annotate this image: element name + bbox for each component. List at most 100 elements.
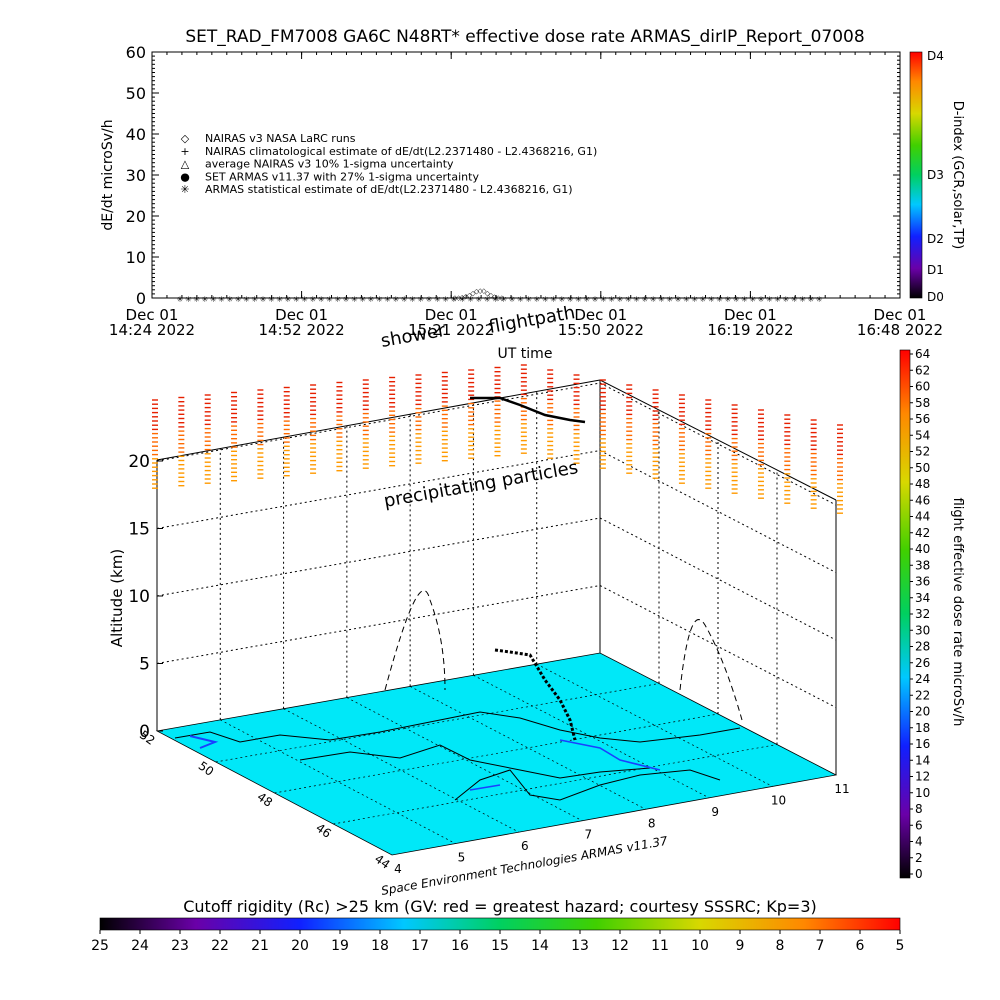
top-series: ✳ ✳ ✳ ✳ ✳ ✳ ✳ ✳ ✳ ✳ ✳ ✳ ✳ ✳ ✳ ✳ ✳ ✳ ✳ ✳ ✳ ✳ ✳ ✳ ✳ ✳ ✳ ✳ ✳ ✳ ✳ ✳ ✳ ✳ ✳ ✳ ✳ ✳ ✳ ✳…: [177, 287, 823, 304]
z-tick-label: 5: [139, 655, 150, 675]
rigidity-tick-label: 10: [691, 938, 709, 954]
rigidity-tick-label: 17: [411, 938, 429, 954]
dose-tick-label: 16: [915, 737, 930, 751]
x-tick-date: Dec 01: [724, 306, 777, 324]
rigidity-tick-label: 7: [816, 938, 825, 954]
armas-stat-point: ✳: [509, 295, 516, 304]
dose-colorbar: 6462605856545250484644424038363432302826…: [899, 347, 965, 881]
x-tick-date: Dec 01: [574, 306, 627, 324]
armas-stat-point: ✳: [542, 295, 549, 304]
z-tick-label: 15: [128, 520, 150, 540]
armas-stat-point: ✳: [492, 295, 499, 304]
armas-stat-point: ✳: [226, 295, 233, 304]
armas-stat-point: ✳: [318, 295, 325, 304]
nairas-point: ◇: [496, 294, 502, 302]
nairas-point: ◇: [499, 294, 505, 302]
z-tick-label: 0: [139, 722, 150, 742]
armas-stat-point: ✳: [475, 295, 482, 304]
dose-tick-label: 10: [915, 786, 930, 800]
y-tick-label: 10: [126, 248, 146, 267]
y-tick-label: 60: [126, 43, 146, 62]
legend-symbol: ✳: [180, 183, 189, 196]
armas-stat-point: ✳: [351, 295, 358, 304]
longitude-tick-label: 7: [584, 828, 592, 842]
armas-stat-point: ✳: [202, 295, 209, 304]
armas-stat-point: ✳: [243, 295, 250, 304]
armas-stat-point: ✳: [301, 295, 308, 304]
dose-tick-label: 22: [915, 688, 930, 702]
latitude-tick-label: 46: [313, 821, 334, 841]
legend-symbol: ●: [180, 170, 190, 183]
dose-colorbar-label: flight effective dose rate microSv/h: [950, 498, 965, 727]
armas-stat-point: ✳: [251, 295, 258, 304]
armas-stat-point: ✳: [268, 295, 275, 304]
rigidity-tick-label: 18: [371, 938, 389, 954]
armas-stat-point: ✳: [733, 295, 740, 304]
flight-path-low: [494, 648, 577, 741]
nairas-point: ◇: [470, 290, 476, 298]
rigidity-tick-label: 23: [171, 938, 189, 954]
armas-stat-point: ✳: [816, 295, 823, 304]
armas-stat-point: ✳: [260, 295, 267, 304]
dose-tick-label: 42: [915, 526, 930, 540]
armas-stat-point: ✳: [641, 295, 648, 304]
wall-top-edge: [156, 379, 601, 461]
nairas-point: ◇: [481, 287, 487, 295]
rigidity-tick-label: 13: [571, 938, 589, 954]
x-tick-time: 16:48 2022: [857, 321, 943, 339]
dose-tick-label: 52: [915, 445, 930, 459]
armas-stat-point: ✳: [799, 295, 806, 304]
top-y-axis-label: dE/dt microSv/h: [100, 119, 116, 230]
rigidity-ticks: 25 24 23 22 21 20 19 18 17 16 15 14 13 12 11 10 9 8 7 6 5: [91, 930, 904, 954]
dindex-tick-label: D1: [927, 263, 944, 277]
y-tick-label: 40: [126, 125, 146, 144]
armas-stat-point: ✳: [724, 295, 731, 304]
rigidity-tick-label: 5: [896, 938, 905, 954]
dose-ticks: 6462605856545250484644424038363432302826…: [910, 347, 930, 881]
armas-stat-point: ✳: [633, 295, 640, 304]
dose-gradient: [899, 349, 911, 879]
dose-tick-label: 60: [915, 380, 930, 394]
nairas-point: ◇: [492, 293, 498, 301]
dose-tick-label: 44: [915, 510, 930, 524]
armas-stat-point: ✳: [434, 295, 441, 304]
armas-stat-point: ✳: [567, 295, 574, 304]
armas-stat-point: ✳: [658, 295, 665, 304]
rigidity-tick-label: 12: [611, 938, 629, 954]
armas-stat-point: ✳: [309, 295, 316, 304]
armas-stat-point: ✳: [617, 295, 624, 304]
x-tick-time: 15:50 2022: [558, 321, 644, 339]
dose-tick-label: 14: [915, 753, 930, 767]
dindex-label: D-index (GCR,solar,TP): [950, 101, 965, 249]
armas-stat-point: ✳: [666, 295, 673, 304]
altitude-axis-label: Altitude (km): [108, 549, 126, 647]
altitude-3d-panel: shower flightpath precipitating particle…: [108, 302, 850, 898]
rigidity-tick-label: 16: [451, 938, 469, 954]
floor-grid-line: [215, 683, 660, 763]
dose-tick-label: 40: [915, 542, 930, 556]
rigidity-tick-label: 14: [531, 938, 549, 954]
x-tick-time: 16:19 2022: [707, 321, 793, 339]
armas-stat-point: ✳: [691, 295, 698, 304]
dose-tick-label: 50: [915, 461, 930, 475]
floor-grid-line: [274, 713, 719, 794]
armas-stat-point: ✳: [467, 295, 474, 304]
latitude-tick-label: 48: [255, 790, 276, 810]
legend-label: NAIRAS climatological estimate of dE/dt(…: [205, 145, 597, 158]
dose-tick-label: 28: [915, 640, 930, 654]
floor-grid-line: [473, 674, 710, 799]
nairas-point: ◇: [463, 293, 469, 301]
armas-stat-point: ✳: [500, 295, 507, 304]
armas-stat-point: ✳: [517, 295, 524, 304]
armas-stat-point: ✳: [583, 295, 590, 304]
armas-stat-point: ✳: [334, 295, 341, 304]
dindex-tick-label: D0: [927, 290, 944, 304]
dose-tick-label: 58: [915, 396, 930, 410]
dose-tick-label: 30: [915, 623, 930, 637]
nairas-point: ◇: [478, 287, 484, 295]
top-legend: ◇ NAIRAS v3 NASA LaRC runs + NAIRAS climato…: [180, 132, 597, 196]
armas-stat-point: ✳: [276, 295, 283, 304]
y-tick-label: 50: [126, 84, 146, 103]
armas-stat-point: ✳: [210, 295, 217, 304]
